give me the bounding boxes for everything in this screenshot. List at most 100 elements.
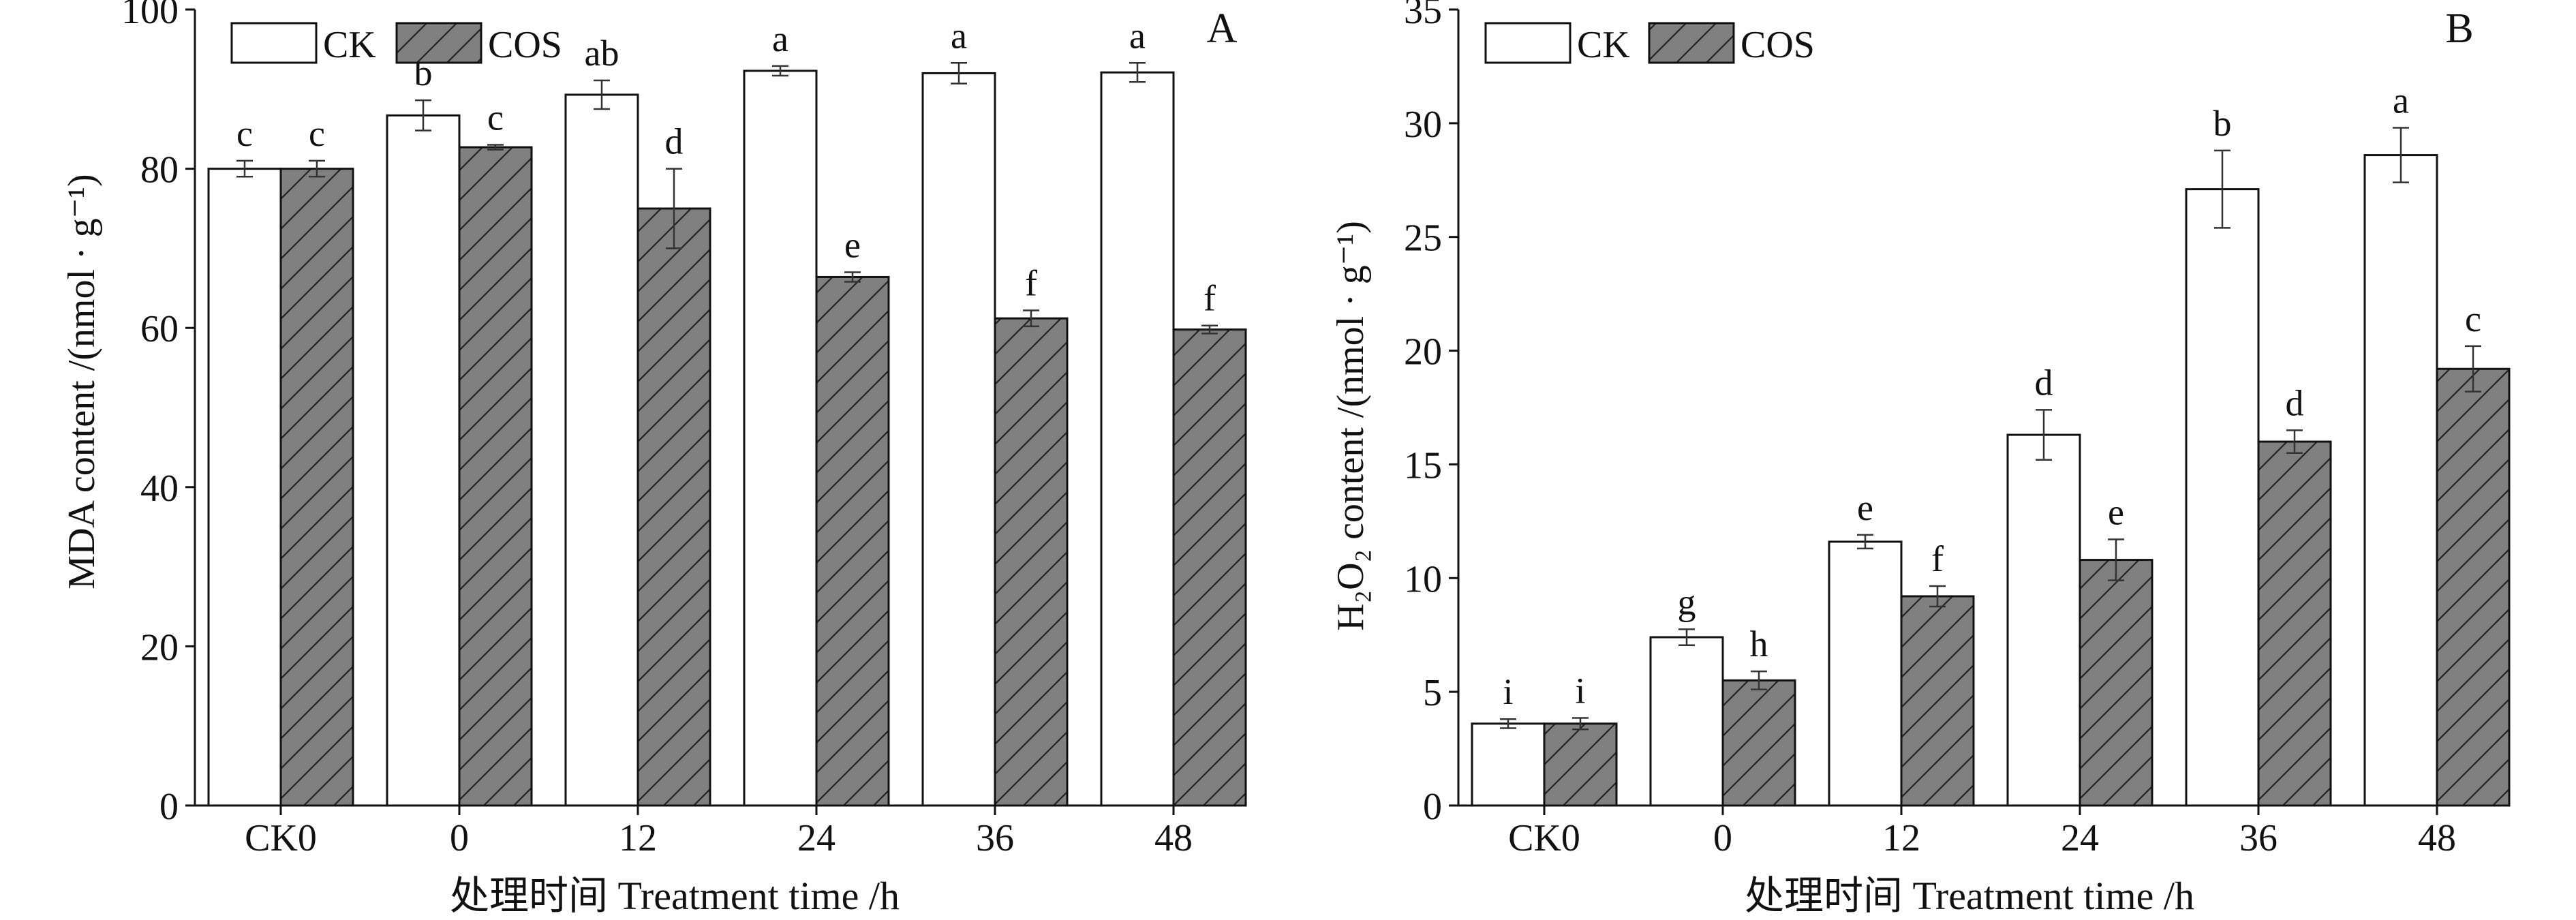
error-bar-ck-b [2036,409,2052,461]
y-tick-label-a: 40 [140,467,179,510]
significance-letter-ck-b: b [2213,103,2232,144]
error-bar-ck-a [415,99,431,132]
error-bar-ck-b [1857,534,1873,550]
x-axis-title-a: 处理时间 Treatment time /h [450,874,900,917]
bar-cos-a [637,207,711,807]
bar-cos-a [994,317,1069,807]
y-tick-label-a: 80 [140,149,179,191]
x-tick-label-b: CK0 [1508,817,1580,859]
significance-letter-ck-b: a [2393,80,2409,121]
bar-cos-a [279,168,354,807]
error-bar-cos-a [1023,309,1039,328]
significance-letter-cos-a: d [665,121,684,162]
y-tick-label-a: 100 [121,0,179,32]
bar-cos-b [2436,367,2511,807]
y-tick-label-b: 15 [1404,444,1442,487]
legend-label-cos-b: COS [1741,24,1815,66]
significance-letter-ck-b: g [1678,581,1696,622]
significance-letter-cos-a: f [1025,263,1037,304]
significance-letter-ck-a: a [1129,15,1146,56]
error-bar-cos-b [2465,345,2481,393]
error-bar-cos-a [309,159,325,178]
legend-label-cos-a: COS [488,24,562,66]
bar-ck-a [921,72,996,807]
legend-a: CK COS [230,22,562,66]
axes-a: 0 20 40 60 80 100 CK0 0 12 24 36 48 [121,0,1240,859]
y-tick-label-b: 35 [1404,0,1442,32]
x-axis-title-b: 处理时间 Treatment time /h [1745,874,2194,917]
significance-letter-ck-a: ab [585,33,619,74]
y-axis-title-a: MDA content /(nmol · g⁻¹) [61,174,103,589]
significance-letter-cos-b: d [2286,382,2304,423]
legend-label-ck-a: CK [323,24,376,66]
error-bar-ck-a [1129,62,1146,83]
x-tick-label-a: 0 [450,817,469,859]
error-bar-ck-a [772,65,788,77]
significance-letter-cos-b: c [2465,298,2481,339]
error-bar-ck-b [1500,718,1516,729]
panel-label-b: B [2445,5,2473,52]
x-tick-label-b: 36 [2239,817,2278,859]
bar-cos-b [2079,559,2153,807]
bar-cos-b [2257,440,2332,807]
significance-letter-ck-a: a [772,18,788,59]
error-bar-ck-a [236,159,253,178]
y-tick-label-b: 30 [1404,104,1442,146]
significance-letter-cos-a: f [1203,278,1216,319]
legend-swatch-cos-b [1648,22,1735,64]
panel-label-a: A [1207,5,1238,52]
error-bar-ck-a [594,79,610,110]
y-tick-label-b: 0 [1423,786,1442,828]
error-bar-cos-b [1572,717,1589,731]
error-bar-ck-b [1678,628,1695,646]
error-bar-ck-a [951,62,967,85]
bar-ck-b [2006,433,2081,807]
significance-letter-cos-b: i [1575,671,1585,711]
bar-cos-a [458,146,533,807]
x-tick-label-a: 12 [619,817,657,859]
bar-ck-b [1828,540,1903,807]
bar-ck-a [743,70,818,807]
bar-ck-a [1100,71,1175,807]
error-bar-cos-a [487,144,504,151]
bar-ck-b [2363,154,2438,807]
x-tick-label-b: 24 [2061,817,2099,859]
significance-letter-cos-a: c [487,97,504,138]
bar-ck-a [386,114,461,807]
error-bar-ck-b [2214,149,2230,229]
x-tick-label-a: 48 [1154,817,1193,859]
bar-ck-a [564,93,639,807]
x-tick-label-b: 12 [1882,817,1920,859]
x-tick-label-a: 24 [797,817,835,859]
x-tick-label-b: 0 [1713,817,1732,859]
bar-ck-b [1649,636,1724,807]
error-bar-cos-a [666,168,682,249]
error-bar-cos-b [1929,585,1946,608]
error-bar-cos-b [2108,538,2124,581]
legend-swatch-cos-a [395,22,482,64]
axes-b: 0 5 10 15 20 25 30 35 CK0 0 12 24 36 48 [1404,0,2508,859]
significance-letter-cos-b: f [1931,538,1944,579]
bars-group-b: i i g h e f d e b d a c [1471,80,2511,807]
bar-cos-b [1721,679,1796,807]
bar-cos-b [1543,722,1618,807]
y-tick-label-a: 0 [159,786,179,828]
bar-cos-a [1172,328,1247,807]
significance-letter-ck-b: e [1857,487,1873,528]
significance-letter-ck-a: c [236,113,253,154]
bar-ck-b [2185,188,2260,807]
legend-swatch-ck-a [230,22,318,64]
significance-letter-cos-a: c [309,113,325,154]
y-tick-label-b: 10 [1404,558,1442,600]
legend-label-ck-b: CK [1577,24,1630,66]
x-tick-label-a: CK0 [245,817,317,859]
significance-letter-cos-a: e [844,224,861,265]
bar-ck-b [1471,722,1546,807]
error-bar-cos-b [1751,670,1767,691]
bar-cos-b [1900,595,1975,807]
x-tick-label-a: 36 [976,817,1014,859]
